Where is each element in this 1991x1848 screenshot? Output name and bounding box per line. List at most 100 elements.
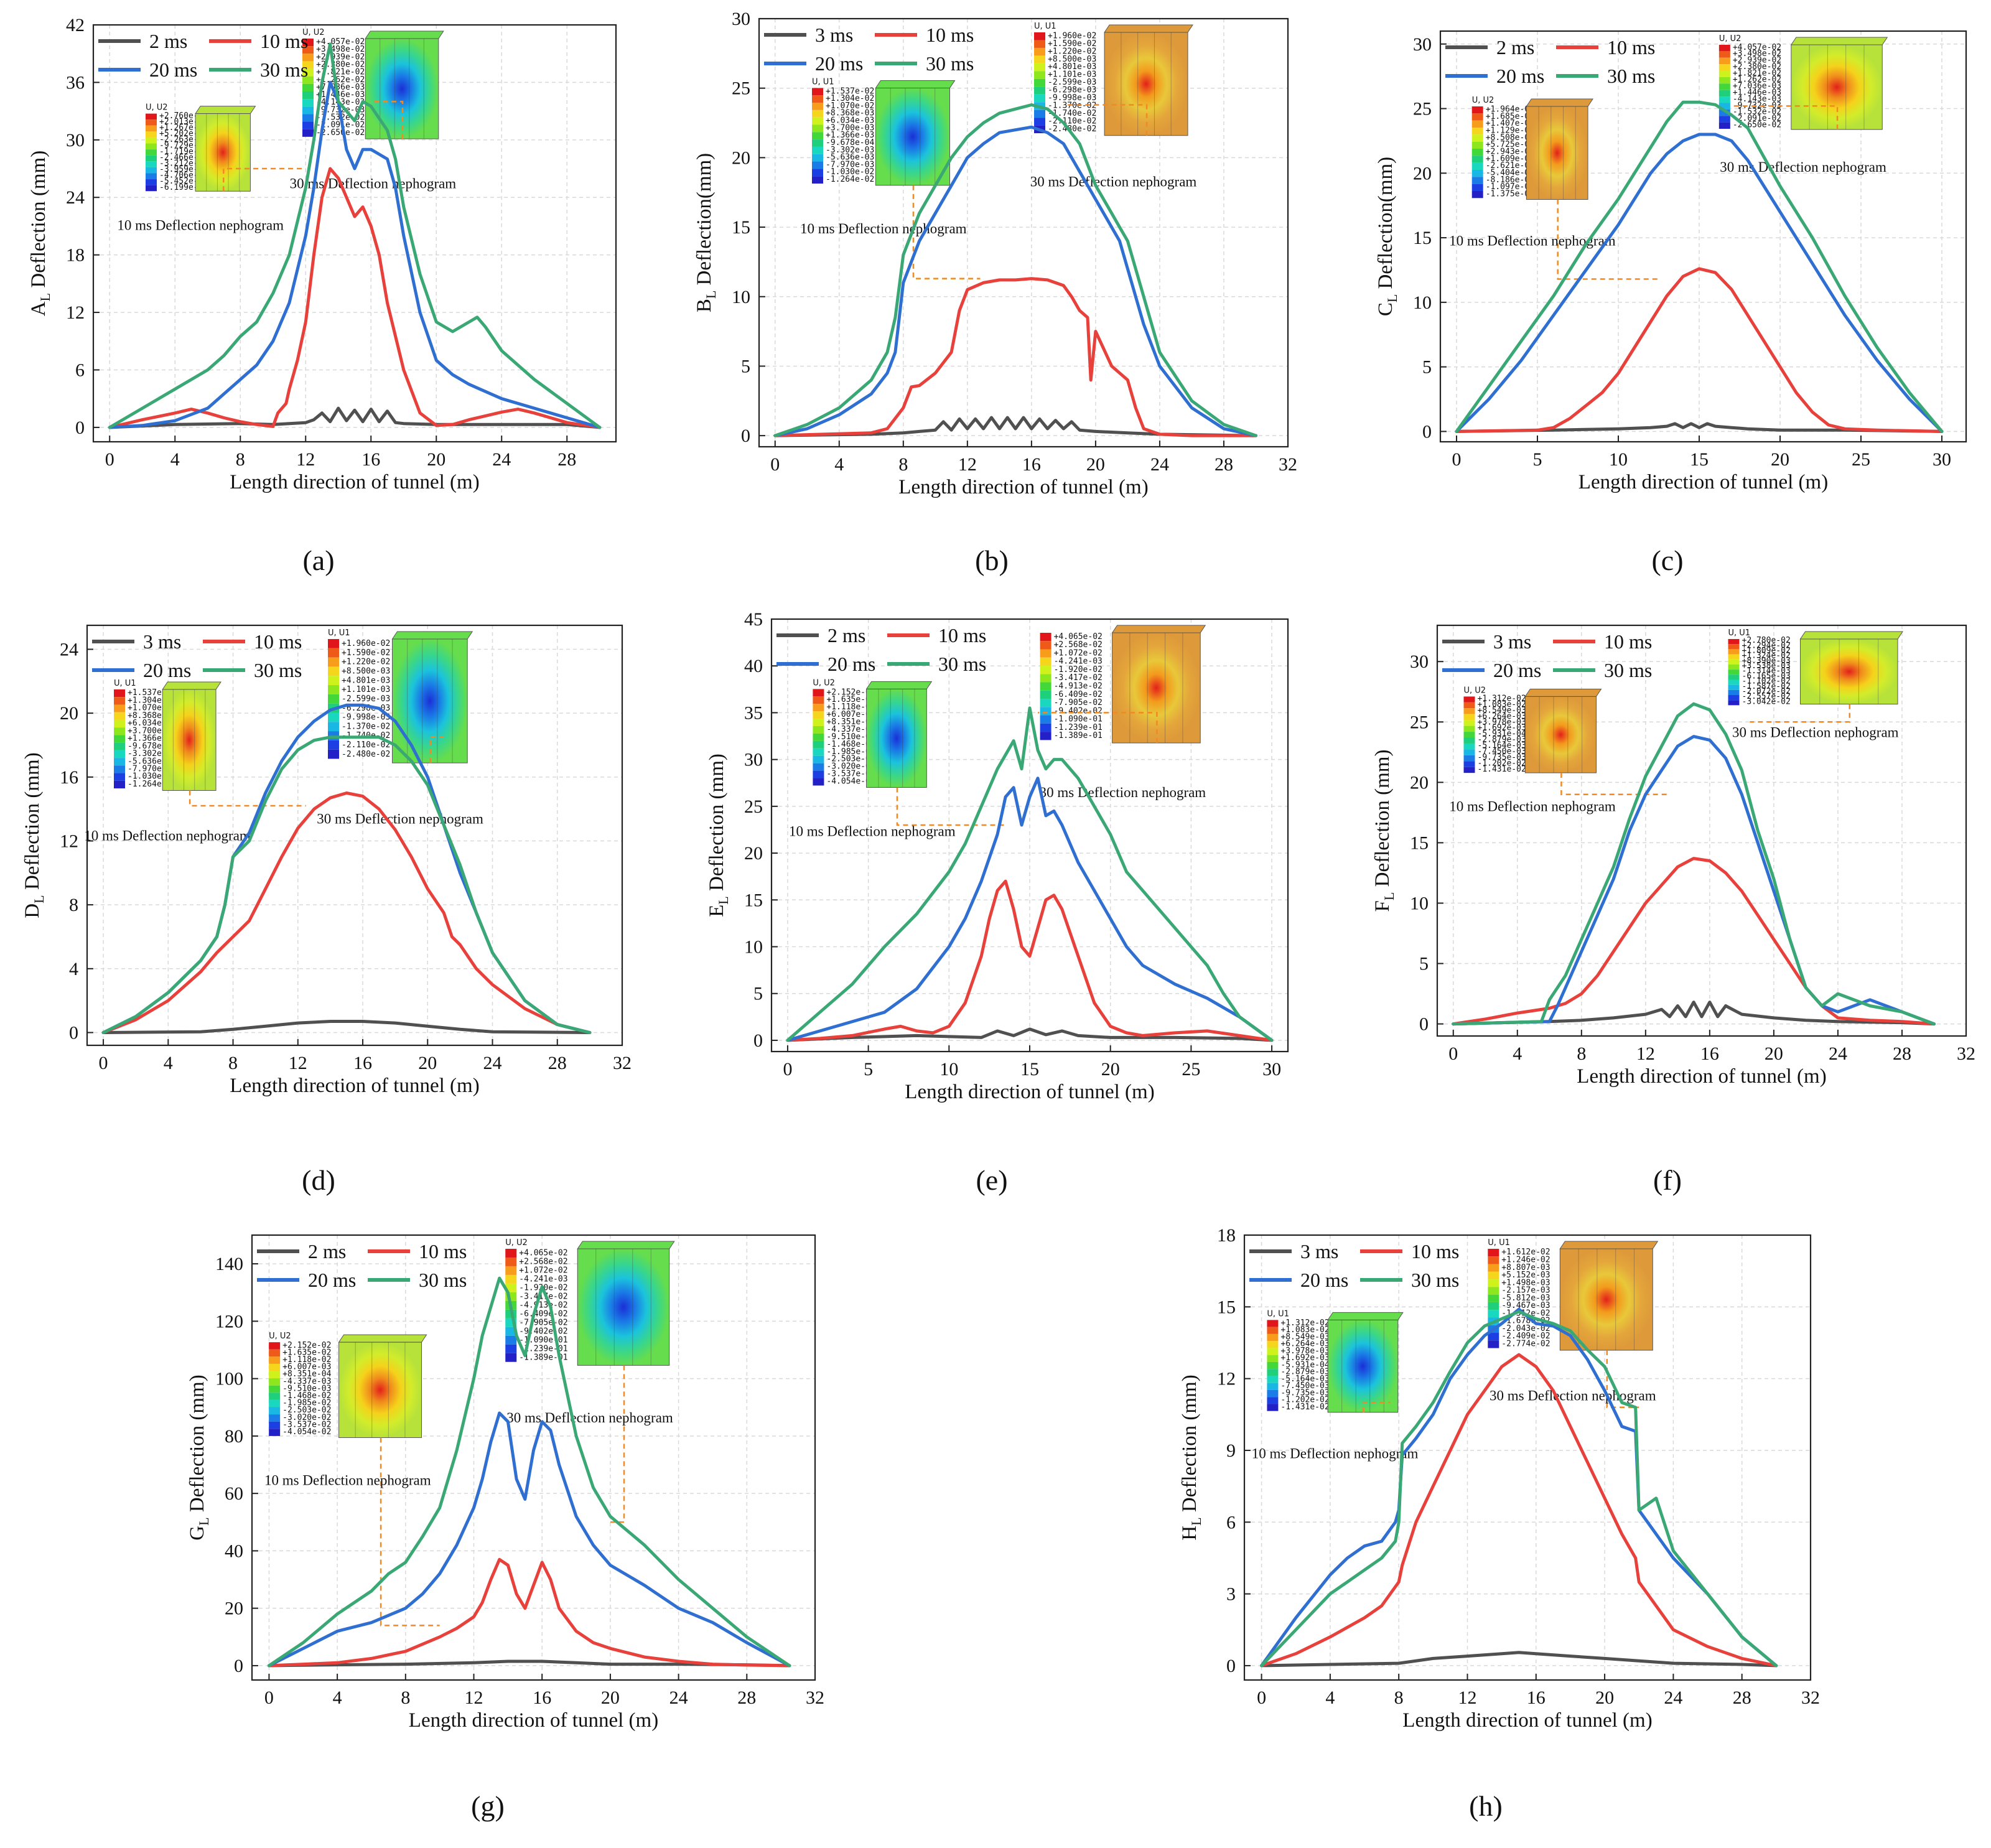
nephogram-colorbar-swatch xyxy=(812,176,823,184)
nephogram-colorbar-swatch xyxy=(146,155,157,162)
nephogram-colorbar-swatch xyxy=(146,173,157,180)
series-line-30ms xyxy=(101,735,592,1034)
nephogram-colorbar-label: +1.129e-02 xyxy=(1486,126,1534,135)
nephogram-colorbar-label: +6.264e-03 xyxy=(1478,712,1526,721)
nephogram-colorbar-label: +1.821e-02 xyxy=(316,68,365,77)
nephogram-colorbar-swatch xyxy=(1488,1287,1499,1295)
nephogram-colorbar-label: -1.370e-02 xyxy=(1048,101,1096,111)
nephogram-colorbar-label: +2.380e-02 xyxy=(316,60,365,70)
x-axis-label: Length direction of tunnel (m) xyxy=(1402,1709,1652,1732)
nephogram-colorbar-label: +1.537e-02 xyxy=(826,86,874,96)
y-axis-label: HL Deflection (mm) xyxy=(1178,1374,1204,1540)
nephogram-caption: 10 ms Deflection nephogram xyxy=(800,221,967,236)
nephogram-colorbar-swatch xyxy=(328,639,339,648)
y-tick-label: 18 xyxy=(66,245,85,266)
nephogram-colorbar-label: -2.879e-03 xyxy=(1478,735,1526,745)
nephogram-colorbar-label: +2.568e-02 xyxy=(1054,640,1103,650)
legend-label: 3 ms xyxy=(143,630,181,653)
nephogram-colorbar-swatch xyxy=(1034,94,1045,103)
x-tick-label: 8 xyxy=(1394,1687,1404,1708)
nephogram-colorbar-swatch xyxy=(114,689,125,698)
nephogram-caption: 30 ms Deflection nephogram xyxy=(317,811,483,827)
nephogram-colorbar-swatch xyxy=(1718,103,1730,110)
nephogram-colorbar-label: -9.998e-03 xyxy=(342,713,390,722)
y-axis-label-main: C xyxy=(1374,302,1397,316)
nephogram-colorbar-label: -7.450e-03 xyxy=(1478,747,1526,756)
nephogram-caption: 10 ms Deflection nephogram xyxy=(264,1472,431,1488)
nephogram-colorbar-label: -1.587e-02 xyxy=(1742,682,1791,691)
nephogram-colorbar-swatch xyxy=(1471,113,1483,121)
x-axis-label: Length direction of tunnel (m) xyxy=(230,471,479,493)
x-tick-label: 20 xyxy=(427,449,445,470)
legend-label: 30 ms xyxy=(926,52,974,75)
nephogram-colorbar-swatch xyxy=(1718,77,1730,84)
legend-label: 2 ms xyxy=(149,30,187,52)
y-tick-label: 30 xyxy=(1413,34,1432,55)
y-tick-label: 6 xyxy=(75,360,85,380)
x-tick-label: 12 xyxy=(465,1687,483,1708)
neph-g-0-block-top xyxy=(338,1334,427,1343)
y-tick-label: 24 xyxy=(66,187,85,208)
nephogram-colorbar-swatch xyxy=(812,110,823,118)
nephogram-caption: 30 ms Deflection nephogram xyxy=(1720,159,1886,175)
nephogram-colorbar-swatch xyxy=(1471,134,1483,142)
y-tick-label: 24 xyxy=(60,639,78,660)
series-line-20ms xyxy=(1260,1307,1778,1668)
nephogram-leader-line xyxy=(912,185,981,279)
nephogram-colorbar-swatch xyxy=(1488,1249,1499,1257)
nephogram-colorbar-label: +1.083e-02 xyxy=(1478,700,1526,709)
neph-g-1-block-top xyxy=(577,1241,675,1249)
nephogram-colorbar-swatch xyxy=(1463,732,1475,738)
legend-label: 3 ms xyxy=(815,24,853,46)
nephogram-leader-line xyxy=(189,790,306,807)
legend-label: 30 ms xyxy=(1411,1269,1459,1291)
nephogram-colorbar-swatch xyxy=(1488,1271,1499,1280)
nephogram-colorbar-swatch xyxy=(1040,682,1051,691)
nephogram-colorbar-label: -2.503e-02 xyxy=(826,755,875,764)
nephogram-colorbar-swatch xyxy=(146,125,157,132)
nephogram-colorbar-label: +1.446e-03 xyxy=(1733,88,1781,98)
chart-legend: 2 ms 10 ms 20 ms 30 ms xyxy=(1445,36,1655,87)
nephogram-colorbar-label: +8.351e-04 xyxy=(282,1370,331,1379)
neph-d-0-block-face xyxy=(162,689,217,791)
nephogram-colorbar-swatch xyxy=(1718,116,1730,123)
neph-g-1-block-face xyxy=(577,1248,670,1366)
y-tick-label: 15 xyxy=(1410,833,1429,853)
y-axis-label: FL Deflection (mm) xyxy=(1371,750,1397,912)
nephogram-colorbar-label: -9.732e-03 xyxy=(1733,101,1781,110)
nephogram-colorbar-swatch xyxy=(146,113,157,120)
nephogram-colorbar-swatch xyxy=(269,1414,281,1422)
neph-f-0-block-top xyxy=(1524,688,1602,697)
x-tick-label: 32 xyxy=(1279,454,1297,475)
x-tick-label: 4 xyxy=(1325,1687,1335,1708)
nephogram-colorbar-label: +3.498e-02 xyxy=(1733,49,1781,58)
nephogram-colorbar-swatch xyxy=(1488,1279,1499,1287)
y-axis-label: BL Deflection(mm) xyxy=(693,153,719,312)
nephogram-colorbar-label: +2.152e-02 xyxy=(282,1341,331,1350)
nephogram-colorbar-swatch xyxy=(114,773,125,781)
x-tick-label: 32 xyxy=(613,1053,632,1073)
y-axis-label: CL Deflection(mm) xyxy=(1374,157,1400,316)
nephogram-colorbar-label: -4.337e-03 xyxy=(282,1377,331,1386)
x-tick-label: 16 xyxy=(353,1053,372,1073)
neph-b-0-block-top xyxy=(875,80,956,88)
neph-f-0-block-face xyxy=(1524,696,1597,773)
nephogram-colorbar-label: +1.072e-02 xyxy=(1054,648,1103,658)
nephogram-colorbar-label: -6.298e-03 xyxy=(1048,86,1096,95)
panel-caption: (e) xyxy=(976,1164,1007,1196)
neph-h-0-block-face xyxy=(1327,1319,1399,1413)
x-tick-label: 24 xyxy=(492,449,511,470)
nephogram-colorbar-swatch xyxy=(302,54,314,62)
nephogram-colorbar-swatch xyxy=(1471,184,1483,191)
nephogram-colorbar-swatch xyxy=(813,689,824,697)
nephogram-colorbar-swatch xyxy=(1471,177,1483,184)
neph-c-0-block-top xyxy=(1526,98,1593,107)
nephogram-colorbar-swatch xyxy=(1463,696,1475,702)
nephogram-colorbar-swatch xyxy=(146,131,157,138)
nephogram-colorbar-swatch xyxy=(269,1393,281,1400)
nephogram-colorbar-swatch xyxy=(1034,63,1045,72)
chart-legend: 2 ms 10 ms 20 ms 30 ms xyxy=(257,1240,467,1291)
nephogram-colorbar-swatch xyxy=(812,117,823,125)
x-tick-label: 16 xyxy=(1022,454,1041,475)
nephogram-colorbar-swatch xyxy=(146,179,157,185)
